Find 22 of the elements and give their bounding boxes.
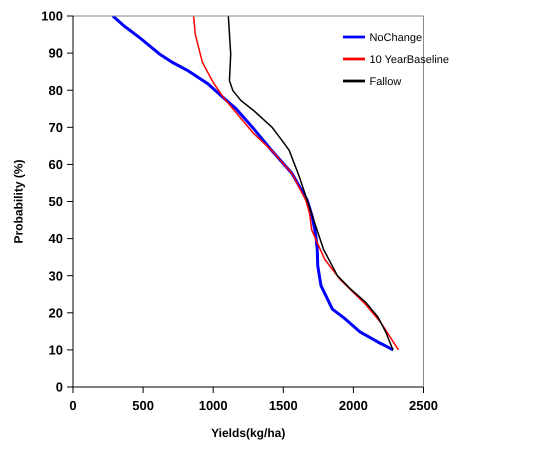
x-tick-label: 2500 (409, 398, 438, 414)
x-tick-label: 500 (132, 398, 154, 414)
y-tick-label: 10 (48, 342, 63, 358)
legend-label: NoChange (369, 32, 422, 44)
y-tick-label: 60 (48, 157, 63, 172)
y-tick-label: 100 (41, 8, 63, 24)
y-tick-label: 50 (48, 194, 63, 210)
y-axis-title: Probability (%) (11, 159, 26, 244)
x-tick-label: 1500 (268, 398, 298, 414)
legend-label: 10 YearBaseline (369, 54, 449, 66)
x-tick-label: 2000 (338, 398, 368, 414)
y-tick-label: 90 (48, 46, 63, 61)
legend-label: Fallow (369, 76, 402, 88)
x-axis-title: Yields(kg/ha) (211, 426, 286, 440)
y-tick-label: 80 (48, 82, 63, 98)
y-tick-label: 70 (48, 120, 63, 135)
y-tick-label: 20 (48, 305, 63, 320)
x-tick-label: 1000 (198, 398, 228, 414)
x-tick-label: 0 (69, 398, 77, 414)
y-tick-label: 30 (48, 268, 63, 284)
y-tick-label: 0 (56, 380, 63, 395)
y-tick-label: 40 (48, 231, 63, 246)
